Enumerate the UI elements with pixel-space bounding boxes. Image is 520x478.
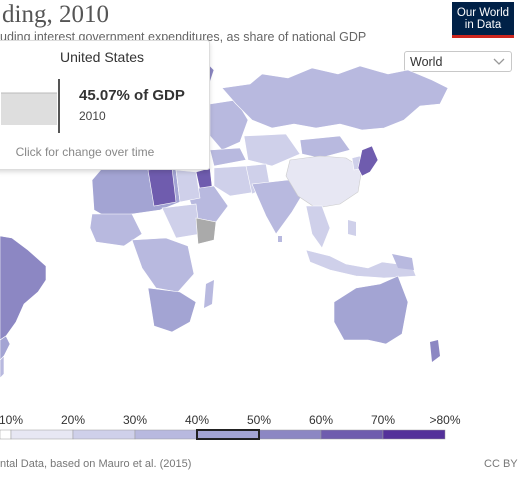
legend-label-20: 20% xyxy=(61,413,85,427)
license-text[interactable]: CC BY xyxy=(484,458,518,470)
world-map[interactable] xyxy=(0,44,520,390)
country-indonesia[interactable] xyxy=(305,249,417,279)
country-central-africa[interactable] xyxy=(131,237,195,293)
tooltip-country: United States xyxy=(59,49,145,65)
country-ethiopia[interactable] xyxy=(195,217,217,245)
legend-label-60: 60% xyxy=(309,413,333,427)
source-text[interactable]: ntal Data, based on Mauro et al. (2015) xyxy=(0,458,192,470)
country-iran[interactable] xyxy=(213,165,257,197)
tooltip-hint: Click for change over time xyxy=(15,145,155,159)
legend-bin-0[interactable] xyxy=(0,429,12,440)
country-india[interactable] xyxy=(251,179,305,235)
legend-bin-1[interactable] xyxy=(10,429,74,440)
legend-label-30: 30% xyxy=(123,413,147,427)
country-philippines[interactable] xyxy=(348,220,356,236)
logo-line-2: in Data xyxy=(464,19,502,31)
country-central-asia[interactable] xyxy=(243,133,301,167)
country-southern-africa[interactable] xyxy=(147,287,197,333)
tooltip-value: 45.07% of GDP xyxy=(79,87,185,104)
country-chile[interactable] xyxy=(0,355,5,379)
owid-logo[interactable]: Our World in Data xyxy=(452,2,514,38)
logo-line-1: Our World xyxy=(456,7,510,19)
legend-label-10: 10% xyxy=(0,413,23,427)
legend-label-gt80: >80% xyxy=(429,413,460,427)
country-papua-new-guinea[interactable] xyxy=(392,254,414,270)
legend-bin-3[interactable] xyxy=(134,429,198,440)
country-west-africa[interactable] xyxy=(89,213,143,247)
legend-label-50: 50% xyxy=(247,413,271,427)
color-legend[interactable]: 10% 20% 30% 40% 50% 60% 70% >80% xyxy=(0,406,520,442)
country-turkey[interactable] xyxy=(209,147,247,167)
country-new-zealand[interactable] xyxy=(430,340,440,362)
legend-bin-2[interactable] xyxy=(72,429,136,440)
country-brazil[interactable] xyxy=(0,235,47,341)
legend-bin-7[interactable] xyxy=(382,429,446,440)
legend-bin-4[interactable] xyxy=(196,429,260,440)
legend-label-40: 40% xyxy=(185,413,209,427)
country-australia[interactable] xyxy=(333,275,409,345)
country-andean[interactable] xyxy=(0,335,11,361)
region-select-value: World xyxy=(410,55,443,69)
legend-bin-5[interactable] xyxy=(258,429,322,440)
country-madagascar[interactable] xyxy=(204,280,214,308)
country-russia[interactable] xyxy=(221,65,449,131)
country-egypt[interactable] xyxy=(175,169,201,203)
country-mainland-southeast-asia[interactable] xyxy=(305,205,331,249)
country-sudan[interactable] xyxy=(161,203,201,239)
chevron-down-icon xyxy=(493,58,505,65)
legend-bin-6[interactable] xyxy=(320,429,384,440)
chart-title: ding, 2010 xyxy=(2,1,109,28)
tooltip-sparkline xyxy=(1,79,60,133)
tooltip-year: 2010 xyxy=(79,109,106,123)
country-sri-lanka[interactable] xyxy=(278,236,282,242)
country-china[interactable] xyxy=(285,155,363,209)
country-tooltip[interactable]: United States 45.07% of GDP 2010 Click f… xyxy=(0,40,210,170)
legend-bin-highlight xyxy=(196,429,260,440)
country-mongolia[interactable] xyxy=(299,135,351,159)
country-japan[interactable] xyxy=(357,145,379,177)
region-select[interactable]: World xyxy=(404,51,512,72)
legend-label-70: 70% xyxy=(371,413,395,427)
